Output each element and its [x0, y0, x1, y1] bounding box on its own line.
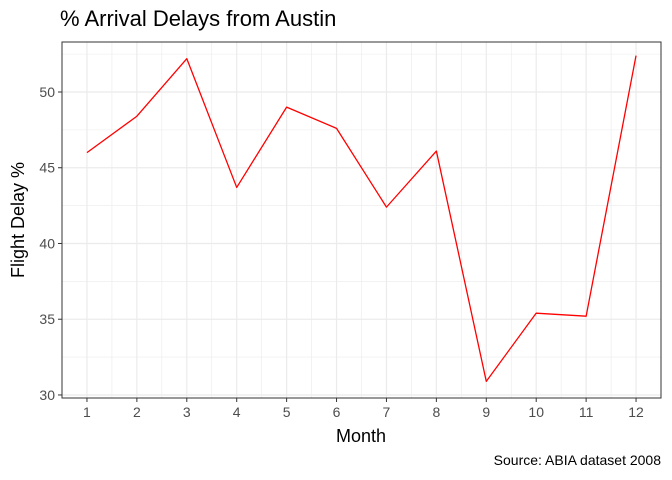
x-tick-label: 4 — [233, 404, 241, 420]
x-tick-label: 5 — [283, 404, 291, 420]
x-tick-label: 3 — [183, 404, 191, 420]
minor-gridlines — [62, 42, 661, 398]
x-axis-title: Month — [336, 426, 386, 446]
x-tick-label: 9 — [482, 404, 490, 420]
series-line — [86, 55, 637, 382]
y-tick-label: 50 — [39, 84, 55, 100]
y-tick-label: 40 — [39, 235, 55, 251]
x-tick-label: 11 — [579, 404, 594, 420]
y-tick-label: 30 — [39, 387, 55, 403]
y-axis-title: Flight Delay % — [8, 162, 28, 278]
plot-panel-border — [61, 41, 662, 399]
x-tick-label: 6 — [333, 404, 341, 420]
chart-caption: Source: ABIA dataset 2008 — [493, 452, 661, 468]
y-axis: 30 35 40 45 50 — [39, 84, 62, 403]
major-gridlines — [62, 42, 661, 398]
x-tick-label: 12 — [628, 404, 644, 420]
x-tick-label: 1 — [83, 404, 91, 420]
y-tick-label: 35 — [39, 311, 55, 327]
x-axis: 1 2 3 4 5 6 7 8 9 10 11 12 — [83, 398, 644, 420]
data-series — [86, 55, 637, 382]
x-tick-label: 10 — [528, 404, 544, 420]
y-tick-label: 45 — [39, 160, 55, 176]
chart-title: % Arrival Delays from Austin — [60, 6, 337, 31]
x-tick-label: 2 — [133, 404, 141, 420]
x-tick-label: 7 — [383, 404, 391, 420]
x-tick-label: 8 — [432, 404, 440, 420]
